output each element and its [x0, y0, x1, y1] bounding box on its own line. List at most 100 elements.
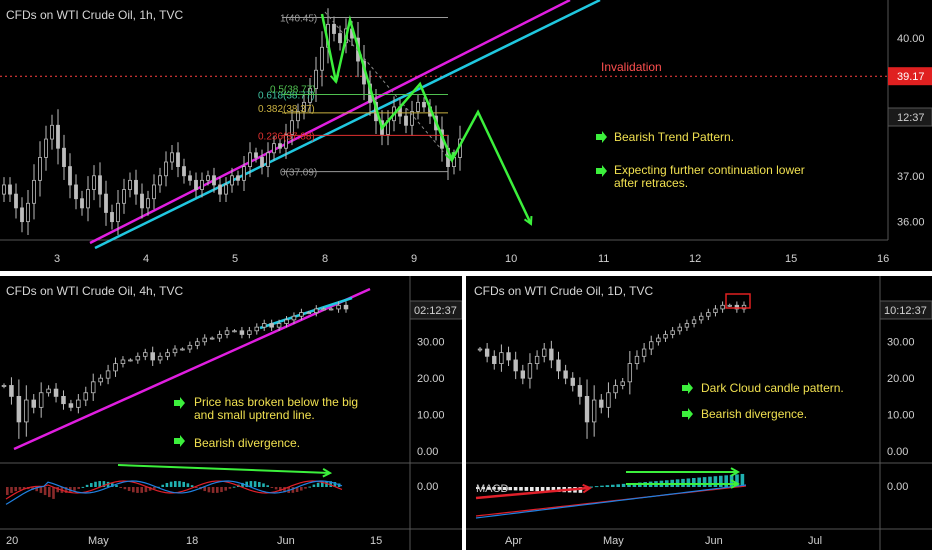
four-hour-candle — [261, 319, 267, 331]
four-hour-macd-histogram-bar — [220, 487, 223, 493]
daily-candle-body — [563, 370, 568, 379]
four-hour-macd-histogram-bar — [31, 487, 34, 490]
four-hour-candle-body — [9, 385, 14, 397]
daily-candle — [499, 344, 504, 372]
four-hour-candle — [128, 358, 133, 362]
hourly-candle-body — [176, 152, 180, 167]
hourly-candle — [224, 177, 228, 202]
daily-candle — [563, 364, 568, 385]
daily-candle-body — [513, 359, 518, 372]
daily-macd-histogram-bar — [540, 487, 545, 492]
four-hour-candle-body — [53, 388, 59, 397]
hourly-candle-body — [20, 207, 24, 223]
daily-chart-panel[interactable]: CFDs on WTI Crude Oil, 1D, TVC 30.00 20.0… — [466, 276, 932, 550]
four-hour-macd-histogram-bar — [140, 487, 143, 493]
four-hour-candle-body — [90, 381, 96, 394]
hourly-candle — [80, 190, 84, 216]
hourly-candle — [164, 151, 168, 187]
daily-candle — [684, 319, 690, 331]
hourly-candle-body — [152, 184, 156, 200]
daily-candle — [656, 334, 661, 346]
four-hour-candle — [254, 323, 260, 335]
four-hour-macd-histogram-bar — [115, 485, 118, 487]
hourly-candle-body — [2, 184, 6, 195]
daily-macd-label: MACD — [476, 483, 508, 495]
four-hour-candle — [135, 352, 141, 364]
daily-macd-line — [475, 484, 747, 519]
four-hour-candle-body — [269, 323, 274, 328]
four-hour-macd-histogram-bar — [102, 481, 106, 487]
daily-candle — [549, 340, 554, 369]
daily-candle — [506, 346, 511, 366]
four-hour-macd-histogram-bar — [169, 481, 173, 487]
hourly-candle — [212, 167, 216, 193]
four-hour-candle — [269, 319, 274, 331]
daily-macd-histogram-bar — [530, 487, 534, 491]
hourly-candle — [14, 183, 18, 219]
hourly-candle — [146, 190, 150, 216]
four-hour-note: and small uptrend line. — [194, 408, 315, 422]
daily-time-tick: Jul — [808, 535, 822, 547]
hourly-chart-panel[interactable]: CFDs on WTI Crude Oil, 1h, TVC 40.00 37.0… — [0, 0, 932, 271]
daily-macd-histogram-bar — [605, 485, 610, 487]
daily-note: Bearish divergence. — [701, 407, 807, 421]
note-arrow-icon — [596, 131, 607, 143]
four-hour-candle-body — [16, 396, 22, 423]
daily-candle-body — [534, 355, 540, 365]
four-hour-candle-body — [105, 370, 111, 379]
daily-candle — [492, 350, 497, 370]
four-hour-candle — [314, 305, 319, 317]
projected-wave-path — [320, 13, 533, 225]
hourly-candle-body — [266, 152, 270, 167]
four-hour-candle-body — [83, 392, 89, 401]
hourly-note: Expecting further continuation lower — [614, 163, 805, 177]
four-hour-candle — [157, 352, 163, 364]
daily-chart-canvas[interactable]: 30.00 20.00 10.00 0.00 0.00 10:12:37 Apr May Jun… — [466, 276, 932, 550]
daily-macd-histogram-bar — [697, 477, 701, 487]
note-arrow-icon — [682, 408, 693, 420]
hourly-candle — [308, 77, 312, 113]
divergence-arrowhead — [322, 468, 333, 478]
daily-macd-histogram-bar — [503, 487, 507, 490]
hourly-candle-body — [320, 46, 324, 71]
four-hour-candle — [232, 329, 237, 333]
daily-candle — [542, 343, 547, 363]
four-hour-candle-body — [232, 330, 237, 333]
four-hour-candle — [336, 301, 341, 313]
hourly-candle — [338, 25, 342, 51]
divergence-arrowhead — [730, 467, 741, 477]
hourly-candle — [398, 99, 402, 124]
hourly-chart-canvas[interactable]: 40.00 37.00 36.00 Invalidation 39.17 12:37 3 4 5… — [0, 0, 932, 271]
hourly-candle — [218, 177, 222, 202]
hourly-candle-body — [206, 175, 210, 181]
four-hour-chart-canvas[interactable]: 30.00 20.00 10.00 0.00 0.00 02:12:37 20 May 18 Ju… — [0, 276, 462, 550]
hourly-time-tick: 10 — [505, 253, 517, 265]
four-hour-candle — [187, 341, 193, 353]
four-hour-macd-histogram-bar — [119, 487, 122, 488]
daily-macd-histogram-bar — [686, 478, 691, 487]
daily-macd-histogram-bar — [594, 486, 599, 488]
hourly-time-tick: 5 — [232, 253, 238, 265]
hourly-time-tick: 8 — [322, 253, 328, 265]
daily-candle-body — [634, 355, 640, 365]
hourly-candle-body — [104, 193, 108, 213]
four-hour-macd-histogram-bar — [295, 487, 299, 492]
hourly-candle-body — [242, 166, 246, 181]
daily-macd-histogram-bar — [735, 474, 739, 487]
four-hour-candle-body — [299, 312, 304, 317]
hourly-candle — [128, 172, 132, 198]
hourly-time-tick: 11 — [598, 253, 609, 265]
four-hour-macd-histogram-bar — [190, 485, 194, 487]
hourly-candle-body — [332, 23, 336, 34]
hourly-candle — [32, 164, 36, 220]
four-hour-macd-histogram-bar — [90, 483, 93, 487]
daily-candle-body — [663, 334, 668, 339]
hourly-candle — [284, 123, 288, 159]
four-hour-chart-panel[interactable]: CFDs on WTI Crude Oil, 4h, TVC 30.00 20.0… — [0, 276, 462, 550]
daily-candle — [677, 323, 682, 335]
hourly-candle-body — [212, 175, 216, 186]
daily-candle — [606, 382, 611, 418]
daily-macd-histogram-bar — [600, 485, 604, 487]
four-hour-macd-histogram-bar — [144, 487, 148, 493]
last-price-label: 39.17 — [897, 71, 925, 83]
